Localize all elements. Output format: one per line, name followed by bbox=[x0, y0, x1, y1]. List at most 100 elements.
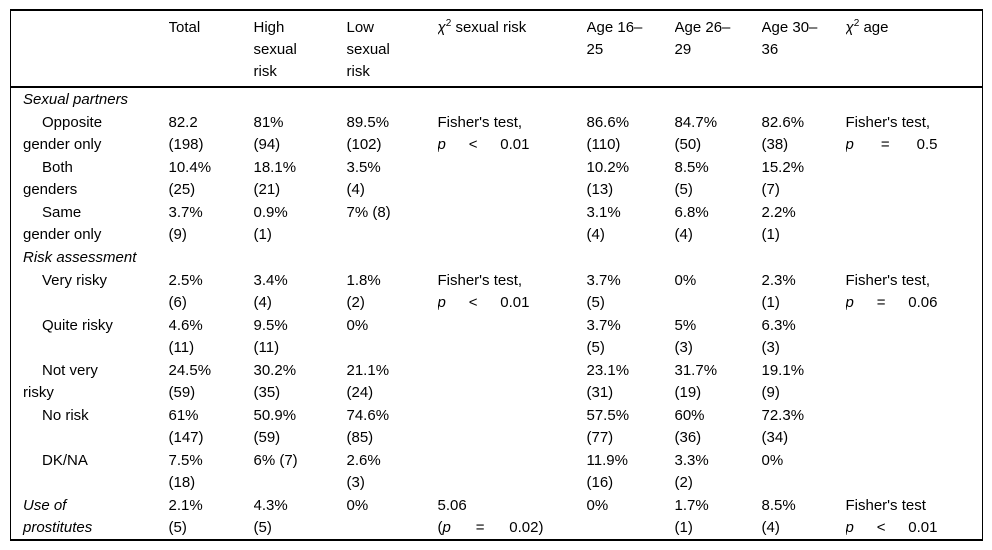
p-operator: = bbox=[876, 294, 886, 311]
table-body: Sexual partners Opposite gender only 82.… bbox=[11, 87, 983, 540]
section-label: Sexual partners bbox=[23, 91, 129, 108]
chi-symbol: χ bbox=[845, 19, 854, 36]
header-row: Total High sexual risk Low sexual risk χ… bbox=[10, 10, 983, 88]
cell-total: 4.6% (11) bbox=[168, 317, 203, 356]
cell-chi-squared-age: Fisher's test, p = 0.06 bbox=[846, 269, 983, 314]
cell-age-16-25: 3.1% (4) bbox=[586, 204, 621, 243]
section-row-sexual-partners: Sexual partners bbox=[11, 87, 983, 111]
cell-age-26-29: 3.3% (2) bbox=[674, 452, 709, 491]
cell-chi-squared-sexual-risk bbox=[438, 156, 587, 201]
col-header-age-16-25: Age 16– 25 bbox=[586, 10, 675, 88]
cell-chi-squared-age bbox=[846, 449, 983, 494]
cell-high-sexual-risk: 18.1% (21) bbox=[253, 159, 297, 198]
cell-total: 82.2 (198) bbox=[168, 114, 204, 153]
stats-table: Total High sexual risk Low sexual risk χ… bbox=[10, 9, 983, 541]
p-number: 0.01 bbox=[500, 136, 530, 153]
p-symbol: p bbox=[845, 294, 854, 311]
row-label: DK/NA bbox=[42, 452, 88, 469]
row-label: Opposite gender only bbox=[23, 114, 103, 153]
cell-high-sexual-risk: 30.2% (35) bbox=[253, 362, 297, 401]
cell-high-sexual-risk: 50.9% (59) bbox=[253, 407, 297, 446]
cell-low-sexual-risk: 0% bbox=[346, 497, 369, 514]
cell-chi-squared-sexual-risk bbox=[438, 449, 587, 494]
stat-p-value: p <0.01 bbox=[846, 517, 938, 539]
cell-chi-squared-age bbox=[846, 201, 983, 246]
p-number: 0.01 bbox=[908, 519, 938, 536]
cell-low-sexual-risk: 2.6% (3) bbox=[346, 452, 381, 491]
cell-high-sexual-risk: 4.3% (5) bbox=[253, 497, 288, 536]
cell-total: 61% (147) bbox=[168, 407, 204, 446]
table-row-both-genders: Both genders 10.4% (25) 18.1% (21) 3.5% … bbox=[11, 156, 983, 201]
cell-age-16-25: 86.6% (110) bbox=[586, 114, 630, 153]
row-label: Both genders bbox=[23, 159, 78, 198]
p-symbol: p bbox=[437, 294, 446, 311]
cell-age-30-36: 0% bbox=[761, 452, 784, 469]
chi-superscript: 2 bbox=[445, 18, 452, 29]
section-label: Risk assessment bbox=[23, 249, 137, 266]
cell-age-30-36: 72.3% (34) bbox=[761, 407, 805, 446]
stat-p-value: p = 0.5 bbox=[846, 134, 938, 156]
p-number: 0.06 bbox=[908, 294, 938, 311]
cell-age-26-29: 6.8% (4) bbox=[674, 204, 709, 243]
stat-value: 5.06 bbox=[437, 497, 467, 514]
col-header-low-sexual-risk: Low sexual risk bbox=[346, 10, 438, 88]
row-label: No risk bbox=[42, 407, 89, 424]
stat-test-name: Fisher's test, bbox=[845, 272, 931, 289]
cell-low-sexual-risk: 21.1% (24) bbox=[346, 362, 390, 401]
cell-chi-squared-sexual-risk bbox=[438, 314, 587, 359]
cell-age-16-25: 3.7% (5) bbox=[586, 272, 621, 311]
row-label: Very risky bbox=[42, 272, 108, 289]
cell-age-30-36: 15.2% (7) bbox=[761, 159, 805, 198]
cell-high-sexual-risk: 3.4% (4) bbox=[253, 272, 288, 311]
p-symbol: p bbox=[845, 136, 854, 153]
cell-high-sexual-risk: 81% (94) bbox=[253, 114, 284, 153]
cell-age-30-36: 19.1% (9) bbox=[761, 362, 805, 401]
p-operator: = bbox=[880, 136, 890, 153]
cell-age-30-36: 8.5% (4) bbox=[761, 497, 796, 536]
cell-total: 10.4% (25) bbox=[168, 159, 212, 198]
chi-header-text: sexual risk bbox=[455, 19, 527, 36]
cell-age-26-29: 5% (3) bbox=[674, 317, 697, 356]
cell-high-sexual-risk: 0.9% (1) bbox=[253, 204, 288, 243]
cell-age-26-29: 1.7% (1) bbox=[674, 497, 709, 536]
row-label: Same gender only bbox=[23, 204, 102, 243]
cell-age-26-29: 0% bbox=[674, 272, 697, 289]
section-row-risk-assessment: Risk assessment bbox=[11, 246, 983, 269]
cell-chi-squared-age bbox=[846, 404, 983, 449]
p-operator: < bbox=[468, 136, 478, 153]
chi-header-text: age bbox=[863, 19, 889, 36]
table-row-dk-na: DK/NA 7.5% (18) 6% (7) 2.6% (3) 11.9% (1… bbox=[11, 449, 983, 494]
cell-chi-squared-age bbox=[846, 359, 983, 404]
paper-table-container: Total High sexual risk Low sexual risk χ… bbox=[10, 9, 983, 541]
p-operator: = bbox=[475, 519, 485, 536]
stat-test-name: Fisher's test bbox=[845, 497, 926, 514]
col-header-total: Total bbox=[168, 10, 254, 88]
table-row-same-gender-only: Same gender only 3.7% (9) 0.9% (1) 7% (8… bbox=[11, 201, 983, 246]
cell-chi-squared-sexual-risk: 5.06 (p = 0.02) bbox=[438, 494, 587, 540]
cell-low-sexual-risk: 89.5% (102) bbox=[346, 114, 390, 153]
cell-age-26-29: 31.7% (19) bbox=[674, 362, 718, 401]
p-symbol: p bbox=[845, 519, 854, 536]
stat-p-value: p = 0.06 bbox=[846, 292, 938, 314]
cell-chi-squared-age bbox=[846, 314, 983, 359]
table-row-opposite-gender-only: Opposite gender only 82.2 (198) 81% (94)… bbox=[11, 111, 983, 156]
cell-chi-squared-sexual-risk bbox=[438, 404, 587, 449]
chi-symbol: χ bbox=[437, 19, 446, 36]
row-label: Not very risky bbox=[23, 362, 98, 401]
cell-age-26-29: 8.5% (5) bbox=[674, 159, 709, 198]
stat-test-name: Fisher's test, bbox=[437, 114, 523, 131]
cell-total: 2.1% (5) bbox=[168, 497, 203, 536]
col-header-age-30-36: Age 30– 36 bbox=[761, 10, 846, 88]
cell-chi-squared-sexual-risk bbox=[438, 201, 587, 246]
p-symbol: p bbox=[437, 136, 446, 153]
stat-test-name: Fisher's test, bbox=[845, 114, 931, 131]
table-row-not-very-risky: Not very risky 24.5% (59) 30.2% (35) 21.… bbox=[11, 359, 983, 404]
col-header-high-sexual-risk: High sexual risk bbox=[253, 10, 347, 88]
cell-chi-squared-age: Fisher's test, p = 0.5 bbox=[846, 111, 983, 156]
cell-age-16-25: 23.1% (31) bbox=[586, 362, 630, 401]
col-header-chi-squared-sexual-risk: χ2 sexual risk bbox=[437, 10, 587, 88]
table-header: Total High sexual risk Low sexual risk χ… bbox=[10, 10, 983, 88]
cell-low-sexual-risk: 3.5% (4) bbox=[346, 159, 381, 198]
p-symbol: (p bbox=[437, 519, 451, 536]
p-number: 0.02) bbox=[509, 519, 544, 536]
